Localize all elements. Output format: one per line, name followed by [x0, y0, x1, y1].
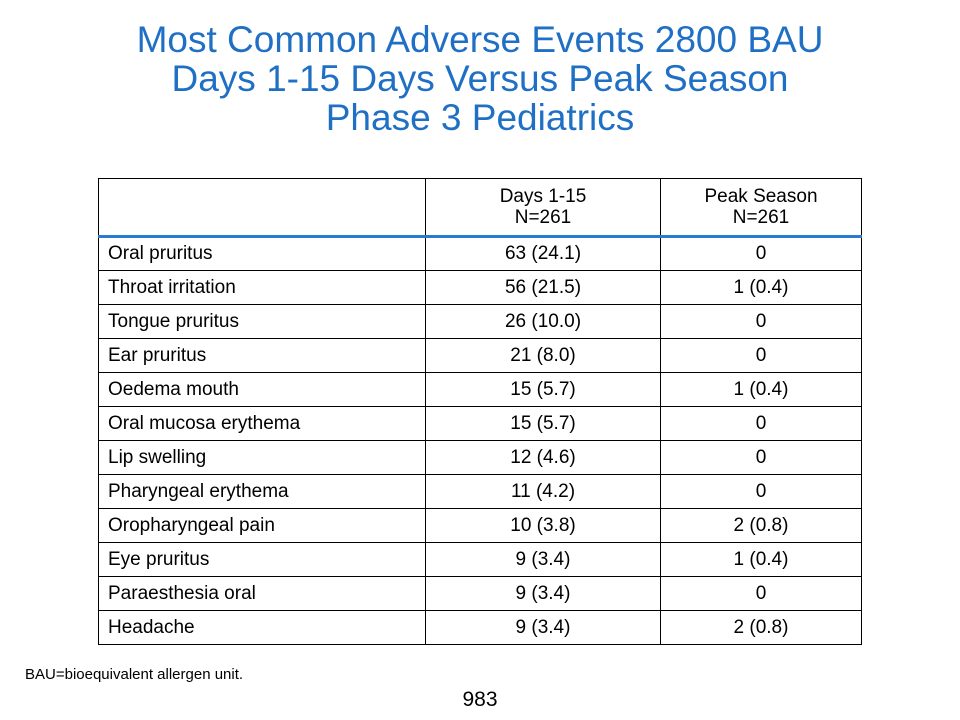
event-name-cell: Headache	[98, 610, 426, 645]
table-row: Oral pruritus 63 (24.1) 0	[98, 236, 862, 271]
event-name-cell: Pharyngeal erythema	[98, 474, 426, 509]
title-line-3: Phase 3 Pediatrics	[325, 97, 635, 138]
header-peak-season-line-1: Peak Season	[704, 186, 818, 207]
event-name-cell: Oropharyngeal pain	[98, 508, 426, 543]
peak-season-cell: 0	[660, 338, 862, 373]
peak-season-cell: 0	[660, 406, 862, 441]
peak-season-cell: 0	[660, 304, 862, 339]
peak-season-cell: 0	[660, 440, 862, 475]
peak-season-cell: 2 (0.8)	[660, 508, 862, 543]
event-name-cell: Oral pruritus	[98, 236, 426, 271]
event-name-cell: Eye pruritus	[98, 542, 426, 577]
table-header-row: Days 1-15 N=261 Peak Season N=261	[98, 178, 862, 238]
table-row: Oral mucosa erythema 15 (5.7) 0	[98, 406, 862, 441]
days-1-15-cell: 63 (24.1)	[425, 236, 661, 271]
header-days-1-15-line-2: N=261	[514, 207, 572, 228]
event-name-cell: Paraesthesia oral	[98, 576, 426, 611]
days-1-15-cell: 56 (21.5)	[425, 270, 661, 305]
days-1-15-cell: 21 (8.0)	[425, 338, 661, 373]
table-row: Pharyngeal erythema 11 (4.2) 0	[98, 474, 862, 509]
days-1-15-cell: 15 (5.7)	[425, 406, 661, 441]
table-row: Lip swelling 12 (4.6) 0	[98, 440, 862, 475]
header-peak-season: Peak Season N=261	[660, 178, 862, 238]
peak-season-cell: 1 (0.4)	[660, 270, 862, 305]
days-1-15-cell: 15 (5.7)	[425, 372, 661, 407]
table-row: Throat irritation 56 (21.5) 1 (0.4)	[98, 270, 862, 305]
title-line-1: Most Common Adverse Events 2800 BAU	[136, 19, 824, 60]
peak-season-cell: 1 (0.4)	[660, 542, 862, 577]
title-line-2: Days 1-15 Days Versus Peak Season	[171, 58, 789, 99]
table-body: Oral pruritus 63 (24.1) 0 Throat irritation…	[98, 236, 862, 645]
table-row: Ear pruritus 21 (8.0) 0	[98, 338, 862, 373]
peak-season-cell: 0	[660, 576, 862, 611]
table-row: Tongue pruritus 26 (10.0) 0	[98, 304, 862, 339]
event-name-cell: Tongue pruritus	[98, 304, 426, 339]
peak-season-cell: 0	[660, 236, 862, 271]
days-1-15-cell: 9 (3.4)	[425, 542, 661, 577]
peak-season-cell: 2 (0.8)	[660, 610, 862, 645]
days-1-15-cell: 9 (3.4)	[425, 576, 661, 611]
event-name-cell: Lip swelling	[98, 440, 426, 475]
table-row: Oedema mouth 15 (5.7) 1 (0.4)	[98, 372, 862, 407]
peak-season-cell: 1 (0.4)	[660, 372, 862, 407]
adverse-events-table: Days 1-15 N=261 Peak Season N=261 Oral p…	[98, 178, 862, 645]
days-1-15-cell: 26 (10.0)	[425, 304, 661, 339]
event-name-cell: Oral mucosa erythema	[98, 406, 426, 441]
days-1-15-cell: 10 (3.8)	[425, 508, 661, 543]
table-row: Eye pruritus 9 (3.4) 1 (0.4)	[98, 542, 862, 577]
peak-season-cell: 0	[660, 474, 862, 509]
header-event	[98, 178, 426, 238]
event-name-cell: Throat irritation	[98, 270, 426, 305]
days-1-15-cell: 12 (4.6)	[425, 440, 661, 475]
table-row: Headache 9 (3.4) 2 (0.8)	[98, 610, 862, 645]
event-name-cell: Oedema mouth	[98, 372, 426, 407]
header-days-1-15: Days 1-15 N=261	[425, 178, 661, 238]
header-days-1-15-line-1: Days 1-15	[499, 186, 587, 207]
page-number: 983	[462, 688, 498, 711]
table-row: Oropharyngeal pain 10 (3.8) 2 (0.8)	[98, 508, 862, 543]
days-1-15-cell: 11 (4.2)	[425, 474, 661, 509]
slide-title: Most Common Adverse Events 2800 BAU Days…	[20, 20, 940, 137]
header-peak-season-line-2: N=261	[732, 207, 790, 228]
event-name-cell: Ear pruritus	[98, 338, 426, 373]
table-row: Paraesthesia oral 9 (3.4) 0	[98, 576, 862, 611]
footnote: BAU=bioequivalent allergen unit.	[25, 666, 244, 683]
days-1-15-cell: 9 (3.4)	[425, 610, 661, 645]
